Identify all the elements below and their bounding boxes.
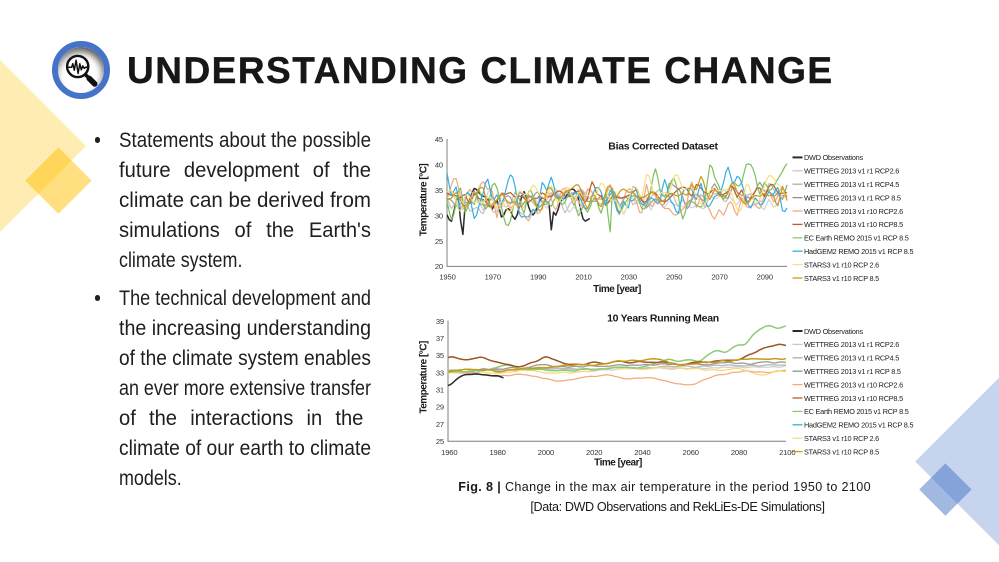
svg-text:37: 37 [436, 334, 444, 343]
svg-text:2020: 2020 [586, 448, 602, 457]
svg-text:WETTREG 2013 v1 r10 RCP2.6: WETTREG 2013 v1 r10 RCP2.6 [804, 380, 903, 389]
svg-text:EC Earth REMO 2015 v1 RCP 8.5: EC Earth REMO 2015 v1 RCP 8.5 [804, 234, 909, 243]
svg-text:2050: 2050 [666, 273, 682, 282]
svg-text:WETTREG 2013 v1 r1 RCP2.6: WETTREG 2013 v1 r1 RCP2.6 [804, 340, 899, 349]
svg-text:Time [year]: Time [year] [593, 284, 641, 295]
svg-text:WETTREG 2013 v1 r1 RCP 8.5: WETTREG 2013 v1 r1 RCP 8.5 [804, 367, 901, 376]
svg-text:2060: 2060 [683, 448, 699, 457]
svg-text:Temperature [°C]: Temperature [°C] [419, 341, 430, 414]
svg-text:25: 25 [436, 437, 444, 446]
svg-text:40: 40 [435, 161, 443, 170]
svg-text:30: 30 [435, 211, 443, 220]
svg-text:WETTREG 2013 v1 r1 RCP2.6: WETTREG 2013 v1 r1 RCP2.6 [804, 167, 899, 176]
svg-text:STARS3 v1 r10 RCP 2.6: STARS3 v1 r10 RCP 2.6 [804, 434, 879, 443]
svg-text:2100: 2100 [779, 448, 795, 457]
svg-text:2070: 2070 [711, 273, 727, 282]
svg-text:35: 35 [435, 186, 443, 195]
svg-text:29: 29 [436, 403, 444, 412]
svg-text:2000: 2000 [538, 448, 554, 457]
svg-text:10 Years Running Mean: 10 Years Running Mean [607, 313, 719, 325]
svg-text:25: 25 [435, 237, 443, 246]
svg-text:33: 33 [436, 368, 444, 377]
svg-text:1960: 1960 [441, 448, 457, 457]
svg-text:STARS3 v1 r10 RCP 8.5: STARS3 v1 r10 RCP 8.5 [804, 447, 879, 456]
svg-text:Time [year]: Time [year] [594, 457, 642, 468]
svg-text:2030: 2030 [621, 273, 637, 282]
svg-text:Bias Corrected Dataset: Bias Corrected Dataset [608, 141, 718, 153]
svg-text:2080: 2080 [731, 448, 747, 457]
svg-text:HadGEM2 REMO 2015 v1 RCP 8.5: HadGEM2 REMO 2015 v1 RCP 8.5 [804, 247, 913, 256]
svg-text:2040: 2040 [634, 448, 650, 457]
svg-text:WETTREG 2013 v1 r10 RCP8.5: WETTREG 2013 v1 r10 RCP8.5 [804, 220, 903, 229]
svg-text:STARS3 v1 r10 RCP 2.6: STARS3 v1 r10 RCP 2.6 [804, 260, 879, 269]
svg-text:2090: 2090 [757, 273, 773, 282]
svg-text:1980: 1980 [489, 448, 505, 457]
svg-text:45: 45 [435, 135, 443, 144]
svg-text:DWD Observations: DWD Observations [804, 327, 863, 336]
svg-text:31: 31 [436, 386, 444, 395]
svg-text:STARS3 v1 r10 RCP 8.5: STARS3 v1 r10 RCP 8.5 [804, 274, 879, 283]
svg-text:20: 20 [435, 262, 443, 271]
svg-text:EC Earth REMO 2015 v1 RCP 8.5: EC Earth REMO 2015 v1 RCP 8.5 [804, 407, 909, 416]
svg-text:35: 35 [436, 351, 444, 360]
svg-text:WETTREG 2013 v1 r10 RCP8.5: WETTREG 2013 v1 r10 RCP8.5 [804, 394, 903, 403]
svg-text:1970: 1970 [485, 273, 501, 282]
svg-text:DWD Observations: DWD Observations [804, 153, 863, 162]
svg-text:1950: 1950 [439, 273, 455, 282]
svg-text:27: 27 [436, 420, 444, 429]
svg-text:Temperature [°C]: Temperature [°C] [419, 164, 430, 237]
svg-text:2010: 2010 [575, 273, 591, 282]
svg-text:1990: 1990 [530, 273, 546, 282]
svg-text:WETTREG 2013 v1 r10 RCP2.6: WETTREG 2013 v1 r10 RCP2.6 [804, 207, 903, 216]
svg-text:WETTREG 2013 v1 r1 RCP 8.5: WETTREG 2013 v1 r1 RCP 8.5 [804, 193, 901, 202]
svg-text:WETTREG 2013 v1 r1 RCP4.5: WETTREG 2013 v1 r1 RCP4.5 [804, 180, 899, 189]
svg-text:WETTREG 2013 v1 r1 RCP4.5: WETTREG 2013 v1 r1 RCP4.5 [804, 354, 899, 363]
svg-text:HadGEM2 REMO 2015 v1 RCP 8.5: HadGEM2 REMO 2015 v1 RCP 8.5 [804, 421, 913, 430]
svg-text:39: 39 [436, 317, 444, 326]
